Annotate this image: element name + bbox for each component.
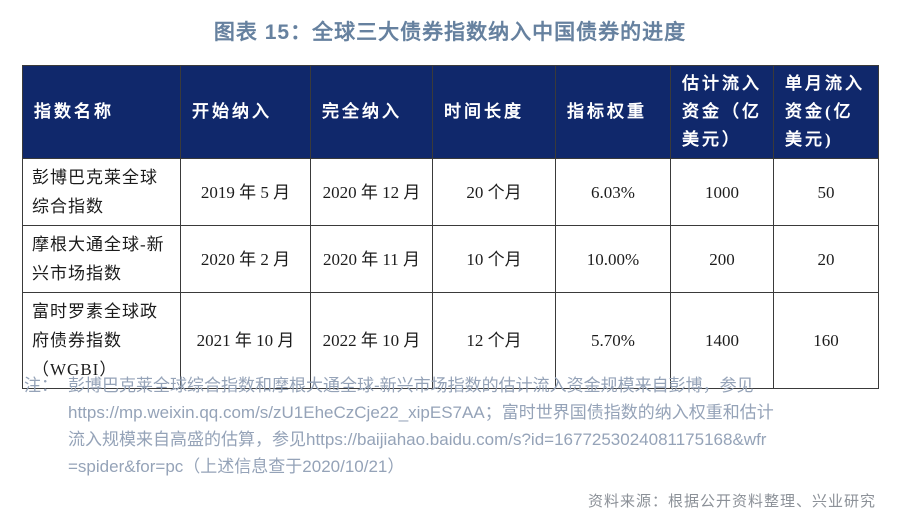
footnote-body: 彭博巴克莱全球综合指数和摩根大通全球-新兴市场指数的估计流入资金规模来自彭博，参… [68, 372, 876, 480]
cell-r2-c0: 富时罗素全球政府债券指数（WGBI） [22, 292, 181, 389]
figure-title: 图表 15：全球三大债券指数纳入中国债券的进度 [213, 21, 687, 44]
cell-r1-c3: 10 个月 [432, 225, 556, 293]
cell-r1-c1: 2020 年 2 月 [180, 225, 311, 293]
cell-r0-c4: 6.03% [555, 158, 671, 226]
source-attribution: 资料来源：根据公开资料整理、兴业研究 [587, 493, 876, 510]
cell-r2-c6: 160 [773, 292, 879, 389]
footnote: 注： 彭博巴克莱全球综合指数和摩根大通全球-新兴市场指数的估计流入资金规模来自彭… [24, 372, 876, 480]
column-header-6: 单月流入资金(亿美元) [773, 65, 879, 159]
table-row-1: 摩根大通全球-新兴市场指数 2020 年 2 月 2020 年 11 月 10 个月 1… [22, 225, 879, 293]
cell-r1-c5: 200 [670, 225, 774, 293]
column-header-3: 时间长度 [432, 65, 556, 159]
column-header-1: 开始纳入 [180, 65, 311, 159]
cell-r2-c3: 12 个月 [432, 292, 556, 389]
cell-r2-c2: 2022 年 10 月 [310, 292, 433, 389]
cell-r0-c3: 20 个月 [432, 158, 556, 226]
cell-r2-c4: 5.70% [555, 292, 671, 389]
cell-r1-c2: 2020 年 11 月 [310, 225, 433, 293]
cell-r2-c1: 2021 年 10 月 [180, 292, 311, 389]
footnote-line-0: 彭博巴克莱全球综合指数和摩根大通全球-新兴市场指数的估计流入资金规模来自彭博，参… [68, 376, 754, 395]
column-header-5: 估计流入资金（亿美元） [670, 65, 774, 159]
bond-index-table: 指数名称 开始纳入 完全纳入 时间长度 指标权重 估计流入资金（亿美元） 单月流入资金(亿美… [22, 65, 879, 389]
cell-r2-c5: 1400 [670, 292, 774, 389]
cell-r0-c1: 2019 年 5 月 [180, 158, 311, 226]
cell-r0-c2: 2020 年 12 月 [310, 158, 433, 226]
cell-r1-c0: 摩根大通全球-新兴市场指数 [22, 225, 181, 293]
column-header-0: 指数名称 [22, 65, 181, 159]
footnote-line-2: 流入规模来自高盛的估算，参见https://baijiahao.baidu.co… [68, 430, 767, 449]
footnote-label: 注： [24, 376, 58, 395]
table-header-row: 指数名称 开始纳入 完全纳入 时间长度 指标权重 估计流入资金（亿美元） 单月流入资金(亿美… [22, 65, 879, 159]
cell-r0-c6: 50 [773, 158, 879, 226]
cell-r0-c0: 彭博巴克莱全球综合指数 [22, 158, 181, 226]
table-row-2: 富时罗素全球政府债券指数（WGBI） 2021 年 10 月 2022 年 10 月… [22, 292, 879, 389]
table-row-0: 彭博巴克莱全球综合指数 2019 年 5 月 2020 年 12 月 20 个月 6.0… [22, 158, 879, 226]
footnote-line-3: =spider&for=pc（上述信息查于2020/10/21） [68, 457, 405, 476]
cell-r1-c4: 10.00% [555, 225, 671, 293]
column-header-4: 指标权重 [555, 65, 671, 159]
footnote-line-1: https://mp.weixin.qq.com/s/zU1EheCzCje22… [68, 403, 774, 422]
column-header-2: 完全纳入 [310, 65, 433, 159]
table-body: 彭博巴克莱全球综合指数 2019 年 5 月 2020 年 12 月 20 个月 6.0… [22, 158, 879, 389]
header-row: 指数名称 开始纳入 完全纳入 时间长度 指标权重 估计流入资金（亿美元） 单月流入资金(亿美… [22, 65, 879, 159]
cell-r1-c6: 20 [773, 225, 879, 293]
cell-r0-c5: 1000 [670, 158, 774, 226]
